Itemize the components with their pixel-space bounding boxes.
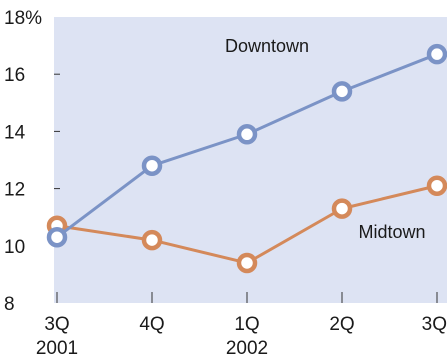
x-tick-label: 4Q [139,314,164,335]
midtown-data-point [331,198,353,219]
midtown-data-point [141,229,163,251]
x-tick-label: 3Q [422,314,447,335]
series-layer [46,43,447,274]
y-tick-label: 18% [4,8,42,29]
y-tick-label: 10 [4,237,25,258]
downtown-series-label: Downtown [225,36,309,56]
x-tick-label: 3Q [44,314,69,335]
midtown-data-point [236,252,258,274]
midtown-series-label: Midtown [358,222,425,242]
y-tick-label: 8 [4,294,15,315]
downtown-data-point [141,155,163,176]
x-tick-label: 1Q [234,314,259,335]
y-axis: 8 10 12 14 16 18% [4,8,60,315]
y-tick-label: 16 [4,65,25,86]
downtown-data-point [331,81,353,102]
downtown-data-point [236,124,258,145]
y-tick-label: 14 [4,122,26,143]
x-year-label: 2002 [226,338,268,358]
midtown-data-point [426,175,447,196]
downtown-data-point [46,226,68,248]
series-labels: Downtown Midtown [225,36,426,242]
x-tick-label: 2Q [329,314,354,335]
x-axis: 3Q 2001 4Q 1Q 2002 2Q 3Q [36,292,447,359]
x-year-label: 2001 [36,338,78,358]
downtown-data-point [426,43,447,65]
y-tick-label: 12 [4,180,25,201]
